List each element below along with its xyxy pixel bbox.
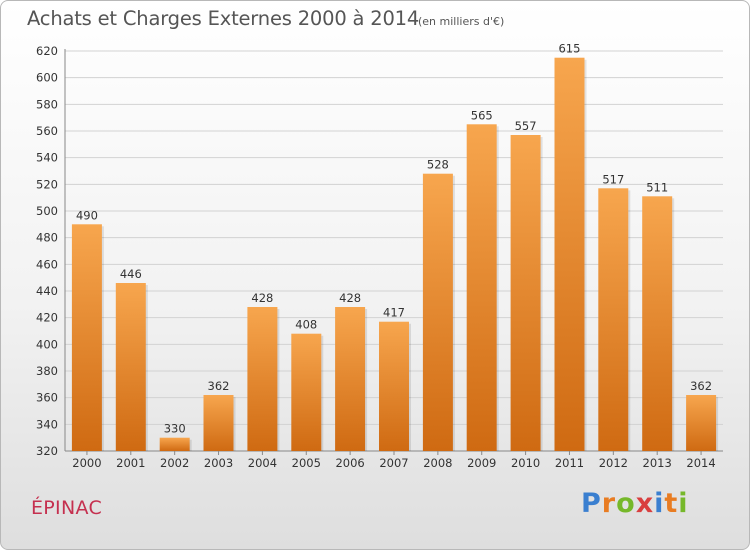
y-tick-label: 340 [36, 417, 58, 431]
bar-shadow [189, 439, 192, 451]
y-tick-label: 440 [36, 284, 58, 298]
data-label: 330 [164, 422, 186, 436]
tick-labels: 320 340 360 380 400 420 440 460 480 500 520 540 560 5… [36, 44, 716, 470]
x-tick-label: 2007 [379, 456, 408, 470]
bar-shadow [145, 285, 148, 451]
y-tick-label: 520 [36, 177, 58, 191]
x-tick-label: 2006 [335, 456, 364, 470]
y-tick-label: 360 [36, 391, 58, 405]
x-tick-label: 2009 [467, 456, 496, 470]
y-tick-label: 480 [36, 231, 58, 245]
bar-shadow [233, 397, 236, 451]
bar-shadow [101, 226, 104, 451]
bar [554, 57, 585, 451]
data-label: 528 [427, 158, 449, 172]
bar-shadow [452, 175, 455, 451]
logo-letter: i [678, 488, 689, 519]
bar-shadow [584, 59, 587, 451]
data-label: 362 [208, 379, 230, 393]
x-tick-label: 2013 [643, 456, 672, 470]
logo-letter: i [654, 488, 665, 519]
bar-shadow [409, 323, 411, 451]
data-label: 517 [602, 172, 624, 186]
data-label: 428 [251, 291, 273, 305]
y-tick-label: 540 [36, 151, 58, 165]
logo-letter: x [635, 488, 655, 519]
bar [422, 173, 453, 451]
bar [466, 124, 497, 452]
place-name: ÉPINAC [31, 497, 103, 519]
y-tick-label: 320 [36, 444, 58, 458]
x-tick-label: 2011 [555, 456, 584, 470]
x-tick-label: 2002 [160, 456, 189, 470]
y-tick-label: 420 [36, 311, 58, 325]
proxiti-logo[interactable]: Proxiti [581, 488, 689, 519]
y-tick-label: 580 [36, 97, 58, 111]
bar [642, 196, 673, 451]
bar [159, 437, 190, 451]
bar [247, 307, 278, 451]
bar [115, 283, 146, 451]
x-tick-label: 2004 [248, 456, 277, 470]
bar-shadow [496, 126, 499, 452]
bar [379, 321, 409, 451]
data-label: 446 [120, 267, 142, 281]
y-tick-label: 460 [36, 257, 58, 271]
bar [203, 395, 234, 451]
data-label: 490 [76, 208, 98, 222]
x-tick-label: 2012 [599, 456, 628, 470]
logo-letter: P [581, 488, 602, 519]
data-label: 417 [383, 306, 405, 320]
chart-subtitle: (en milliers d'€) [418, 15, 505, 28]
bar [71, 224, 102, 451]
y-tick-label: 400 [36, 337, 58, 351]
y-tick-label: 600 [36, 71, 58, 85]
x-tick-label: 2008 [423, 456, 452, 470]
bar-shadow [321, 335, 324, 451]
logo-letter: r [601, 488, 617, 519]
x-tick-label: 2005 [292, 456, 321, 470]
data-label: 408 [295, 318, 317, 332]
bar [686, 395, 717, 451]
bars [71, 57, 719, 452]
logo-letter: t [664, 488, 679, 519]
x-tick-label: 2003 [204, 456, 233, 470]
bar [335, 307, 366, 451]
bar-shadow [365, 309, 368, 451]
x-tick-label: 2014 [686, 456, 715, 470]
data-label: 557 [515, 119, 537, 133]
y-tick-label: 380 [36, 364, 58, 378]
chart-title: Achats et Charges Externes 2000 à 2014 [27, 7, 420, 30]
data-labels: 490 446 330 362 428 408 428 417 528 565 557 615 517 5… [76, 42, 712, 436]
logo-letter: o [616, 488, 636, 519]
bar-shadow [628, 190, 631, 452]
bar [291, 333, 322, 451]
bar-shadow [540, 137, 543, 451]
bar-shadow [277, 309, 280, 451]
data-label: 511 [646, 180, 668, 194]
x-tick-label: 2010 [511, 456, 540, 470]
data-label: 615 [558, 42, 580, 56]
y-tick-label: 620 [36, 44, 58, 58]
x-tick-label: 2001 [116, 456, 145, 470]
bar [598, 188, 629, 452]
y-tick-label: 500 [36, 204, 58, 218]
x-tick-label: 2000 [72, 456, 101, 470]
data-label: 565 [471, 108, 493, 122]
bar [510, 135, 541, 451]
data-label: 428 [339, 291, 361, 305]
bar-shadow [716, 397, 719, 451]
data-label: 362 [690, 379, 712, 393]
y-tick-label: 560 [36, 124, 58, 138]
bar-shadow [672, 198, 675, 451]
